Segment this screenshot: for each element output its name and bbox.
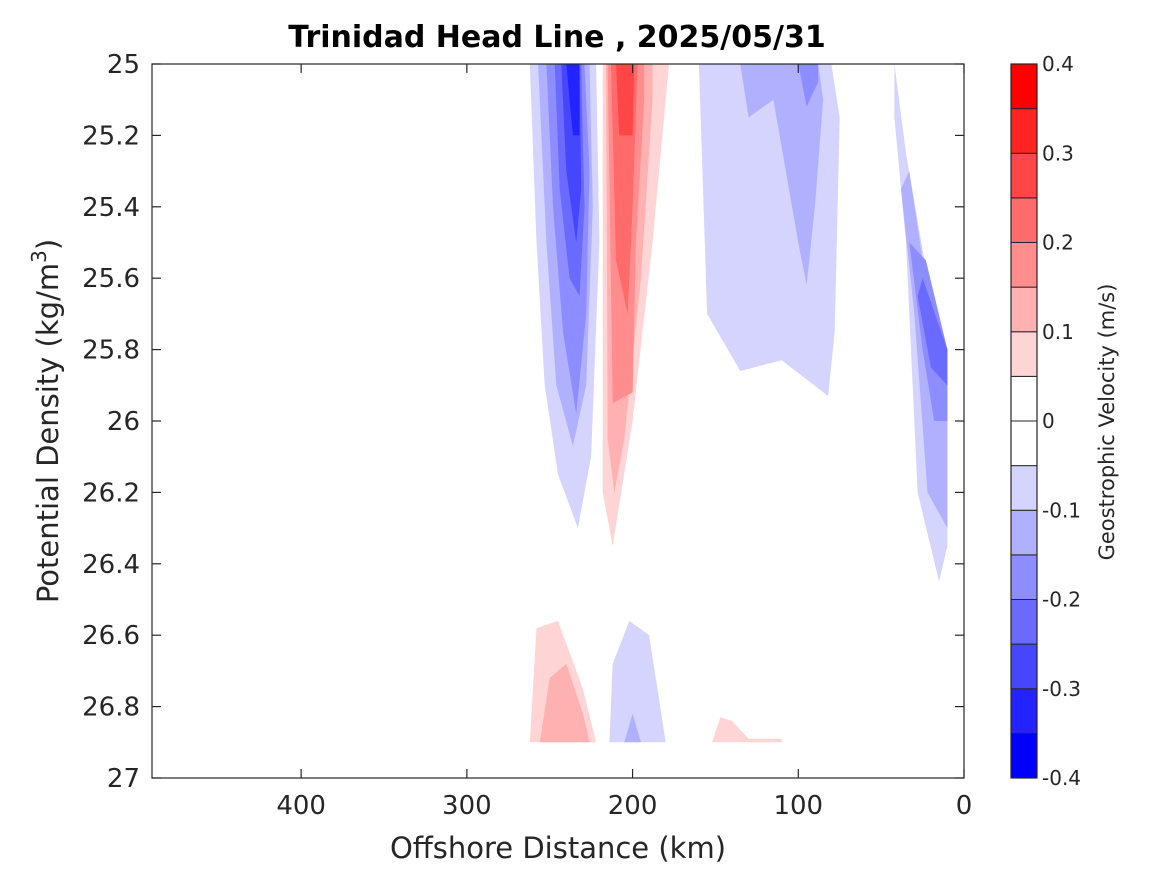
colorbar-tick-label: 0 — [1042, 409, 1055, 433]
colorbar-tick-label: -0.3 — [1042, 677, 1081, 701]
y-tick-label: 27 — [107, 764, 140, 794]
colorbar-title: Geostrophic Velocity (m/s) — [1095, 284, 1119, 561]
y-axis-title-sup: 3 — [27, 250, 51, 263]
colorbar-tick-label: 0.3 — [1042, 141, 1074, 165]
colorbar-swatch — [1010, 599, 1038, 645]
colorbar-swatch — [1010, 152, 1038, 199]
colorbar-swatch — [1010, 108, 1038, 154]
colorbar-tick-label: -0.2 — [1042, 588, 1081, 612]
colorbar-swatch — [1010, 509, 1038, 556]
y-axis-title-main: Potential Density (kg/m — [31, 263, 65, 603]
y-tick-label: 25.6 — [82, 264, 140, 294]
x-tick-label: 100 — [773, 791, 823, 821]
contour-region-red-deep-a-l2 — [539, 663, 590, 743]
y-tick-label: 26.6 — [82, 621, 140, 651]
colorbar-swatch — [1010, 286, 1038, 333]
colorbar: 0.4 0.3 0.2 0.1 0 -0.1 -0.2 -0.3 -0.4 — [1010, 52, 1081, 790]
y-tick-label: 26 — [107, 407, 140, 437]
contour-region-blue-deep-b-l2 — [624, 713, 641, 743]
colorbar-swatch — [1010, 688, 1038, 734]
y-tick-label: 26.2 — [82, 478, 140, 508]
contour-region-blue-mid-l3 — [798, 64, 819, 107]
colorbar-swatch — [1010, 331, 1038, 377]
colorbar-tick-label: 0.4 — [1042, 52, 1074, 76]
x-tick-label: 200 — [608, 791, 658, 821]
colorbar-swatch — [1010, 465, 1038, 511]
y-axis-title: Potential Density (kg/m3) — [27, 239, 65, 603]
y-tick-label: 25.2 — [82, 121, 140, 151]
colorbar-swatch — [1010, 242, 1038, 288]
colorbar-swatch — [1010, 420, 1038, 467]
y-tick-label: 25.8 — [82, 336, 140, 366]
colorbar-swatch — [1010, 643, 1038, 690]
y-tick-label: 26.4 — [82, 550, 140, 580]
x-axis: 400 300 200 100 0 — [276, 64, 972, 821]
y-axis: 25 25.2 25.4 25.6 25.8 26 26.2 26.4 26.6 26.8 27 — [82, 50, 964, 794]
x-tick-label: 300 — [442, 791, 492, 821]
colorbar-tick-label: 0.1 — [1042, 320, 1074, 344]
contour-region-red-deep-c — [712, 717, 782, 743]
contour-region-blue-core-l6 — [566, 64, 580, 136]
colorbar-tick-label: 0.2 — [1042, 231, 1074, 255]
colorbar-swatch — [1010, 554, 1038, 600]
chart-title: Trinidad Head Line , 2025/05/31 — [288, 20, 825, 55]
contour-region-blue-coast-l4 — [917, 278, 948, 386]
contour-region-red-core-l5 — [616, 64, 635, 136]
contour-region-blue-mid-l2 — [740, 64, 824, 286]
colorbar-tick-label: -0.1 — [1042, 498, 1081, 522]
y-axis-title-close: ) — [31, 239, 65, 250]
y-tick-label: 26.8 — [82, 693, 140, 723]
x-tick-label: 0 — [956, 791, 973, 821]
colorbar-swatch — [1010, 375, 1038, 422]
colorbar-frame — [1010, 63, 1038, 779]
y-tick-label: 25.4 — [82, 193, 140, 223]
colorbar-swatch — [1010, 732, 1038, 779]
colorbar-swatch — [1010, 63, 1038, 110]
y-tick-label: 25 — [107, 50, 140, 80]
x-tick-label: 400 — [276, 791, 326, 821]
contour-fill-layer — [529, 64, 948, 743]
colorbar-swatch — [1010, 197, 1038, 243]
colorbar-tick-label: -0.4 — [1042, 766, 1081, 790]
x-axis-title: Offshore Distance (km) — [390, 831, 726, 865]
contour-region-blue-deep-b — [609, 620, 666, 743]
